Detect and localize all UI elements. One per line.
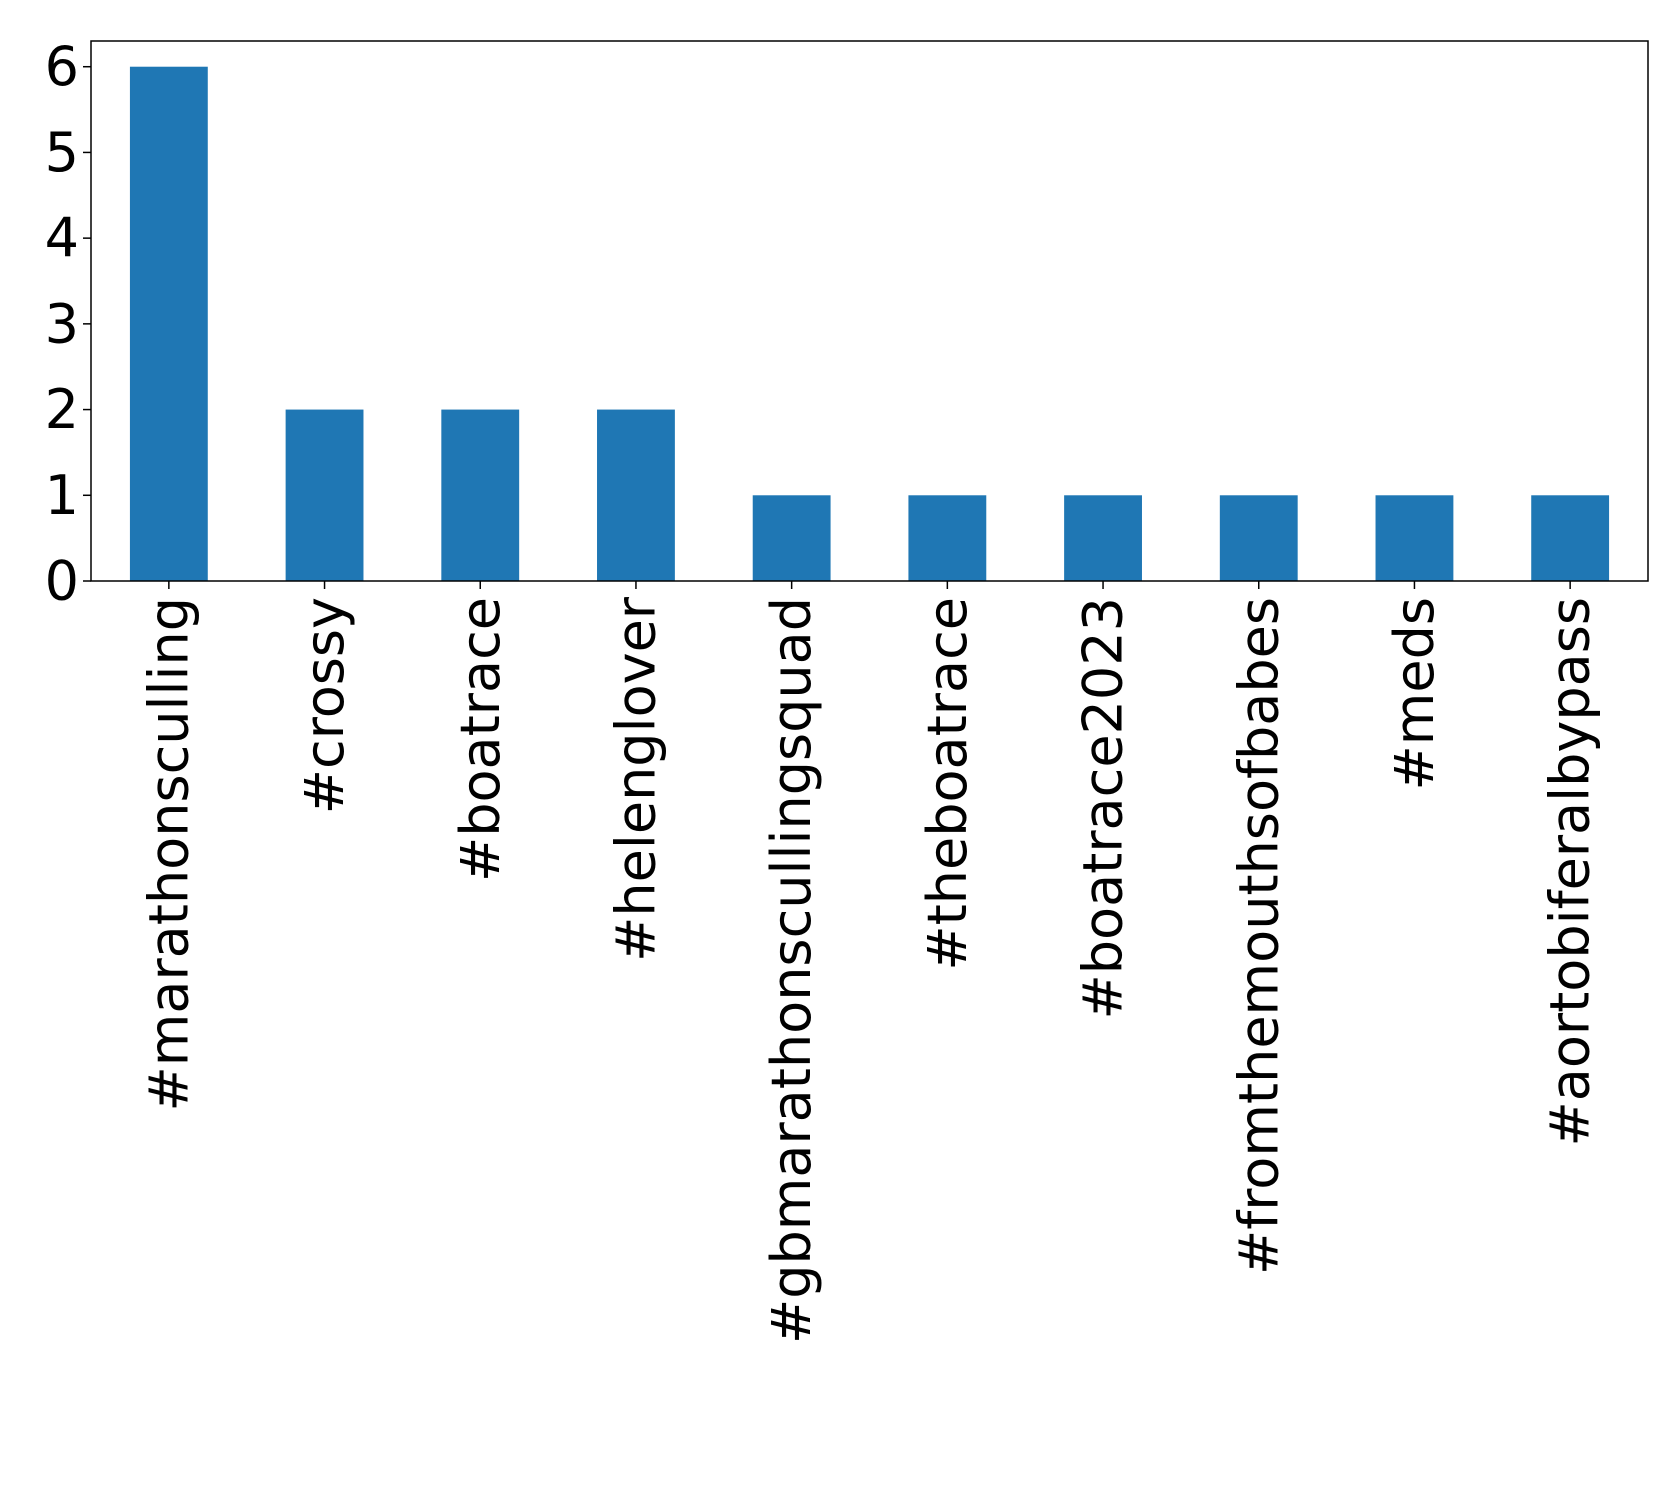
y-tick-label: 0 — [45, 550, 79, 613]
x-tick-label: #theboatrace — [916, 597, 979, 971]
bar — [1064, 495, 1142, 581]
x-tick-label: #crossy — [293, 597, 356, 814]
bar — [285, 409, 364, 581]
x-tick-label: #boatrace2023 — [1072, 597, 1135, 1019]
bar — [441, 409, 520, 581]
plot-frame — [90, 40, 1649, 582]
x-tick-label: #boatrace — [449, 597, 512, 882]
x-tick-label: #helenglover — [604, 596, 667, 962]
bar — [597, 409, 675, 581]
bar — [129, 66, 208, 581]
x-tick-label: #meds — [1383, 597, 1446, 790]
x-tick-label: #aortobiferalbypass — [1539, 597, 1602, 1146]
y-tick-label: 6 — [45, 35, 79, 98]
y-tick-label: 5 — [45, 121, 79, 184]
bar — [1375, 495, 1454, 581]
bar — [908, 495, 987, 581]
y-tick-label: 3 — [45, 292, 79, 355]
x-tick-label: #marathonsculling — [137, 597, 200, 1111]
y-tick-label: 4 — [45, 207, 79, 270]
y-tick-label: 1 — [45, 464, 79, 527]
x-tick-label: #fromthemouthsofbabes — [1227, 597, 1290, 1275]
bar — [1219, 495, 1298, 581]
bar — [752, 495, 831, 581]
y-tick-label: 2 — [45, 378, 79, 441]
bar — [1531, 495, 1610, 581]
x-tick-label: #gbmarathonscullingsquad — [760, 597, 823, 1344]
